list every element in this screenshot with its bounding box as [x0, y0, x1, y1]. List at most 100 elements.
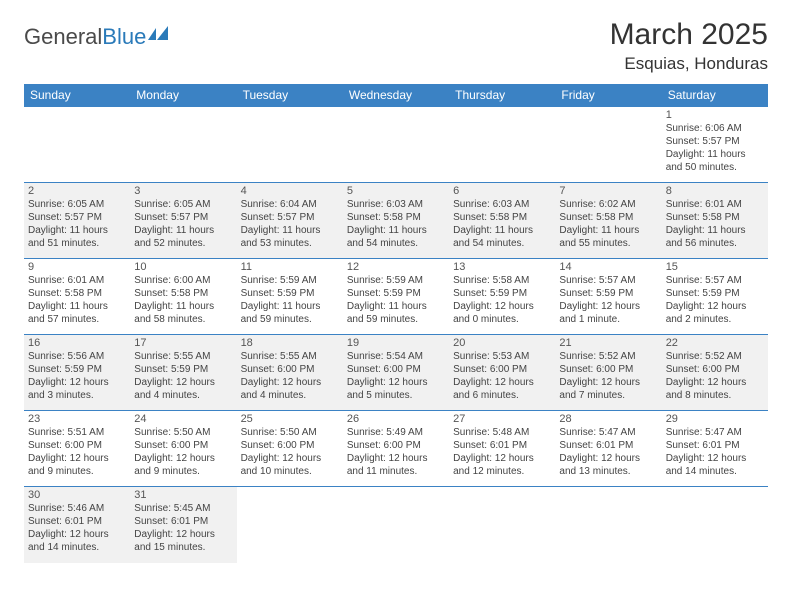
col-friday: Friday	[555, 84, 661, 107]
sunset-text: Sunset: 5:58 PM	[347, 211, 445, 224]
day-number: 3	[134, 185, 232, 197]
day-info: Sunrise: 5:58 AMSunset: 5:59 PMDaylight:…	[453, 274, 551, 326]
day-info: Sunrise: 6:00 AMSunset: 5:58 PMDaylight:…	[134, 274, 232, 326]
day-number: 29	[666, 413, 764, 425]
flag-icon	[148, 24, 174, 50]
sunrise-text: Sunrise: 6:04 AM	[241, 198, 339, 211]
daylight-text: Daylight: 12 hours and 9 minutes.	[28, 452, 126, 478]
col-saturday: Saturday	[662, 84, 768, 107]
day-info: Sunrise: 6:06 AMSunset: 5:57 PMDaylight:…	[666, 122, 764, 174]
day-info: Sunrise: 5:49 AMSunset: 6:00 PMDaylight:…	[347, 426, 445, 478]
day-info: Sunrise: 5:47 AMSunset: 6:01 PMDaylight:…	[666, 426, 764, 478]
day-info: Sunrise: 6:01 AMSunset: 5:58 PMDaylight:…	[28, 274, 126, 326]
calendar-row: 23Sunrise: 5:51 AMSunset: 6:00 PMDayligh…	[24, 411, 768, 487]
daylight-text: Daylight: 12 hours and 8 minutes.	[666, 376, 764, 402]
day-info: Sunrise: 5:52 AMSunset: 6:00 PMDaylight:…	[666, 350, 764, 402]
daylight-text: Daylight: 11 hours and 55 minutes.	[559, 224, 657, 250]
calendar-cell: 15Sunrise: 5:57 AMSunset: 5:59 PMDayligh…	[662, 259, 768, 335]
day-number: 27	[453, 413, 551, 425]
sunrise-text: Sunrise: 5:57 AM	[559, 274, 657, 287]
day-number: 13	[453, 261, 551, 273]
day-number: 7	[559, 185, 657, 197]
day-info: Sunrise: 6:01 AMSunset: 5:58 PMDaylight:…	[666, 198, 764, 250]
day-info: Sunrise: 6:02 AMSunset: 5:58 PMDaylight:…	[559, 198, 657, 250]
calendar-cell	[662, 487, 768, 563]
sunset-text: Sunset: 6:00 PM	[241, 439, 339, 452]
calendar-cell: 25Sunrise: 5:50 AMSunset: 6:00 PMDayligh…	[237, 411, 343, 487]
daylight-text: Daylight: 11 hours and 54 minutes.	[347, 224, 445, 250]
calendar-cell: 30Sunrise: 5:46 AMSunset: 6:01 PMDayligh…	[24, 487, 130, 563]
sunrise-text: Sunrise: 6:03 AM	[453, 198, 551, 211]
sunset-text: Sunset: 6:00 PM	[347, 439, 445, 452]
sunrise-text: Sunrise: 5:55 AM	[134, 350, 232, 363]
daylight-text: Daylight: 11 hours and 53 minutes.	[241, 224, 339, 250]
sunset-text: Sunset: 6:01 PM	[134, 515, 232, 528]
day-info: Sunrise: 5:46 AMSunset: 6:01 PMDaylight:…	[28, 502, 126, 554]
day-number: 22	[666, 337, 764, 349]
calendar-cell: 6Sunrise: 6:03 AMSunset: 5:58 PMDaylight…	[449, 183, 555, 259]
sunset-text: Sunset: 6:01 PM	[453, 439, 551, 452]
sunrise-text: Sunrise: 6:06 AM	[666, 122, 764, 135]
calendar-cell: 21Sunrise: 5:52 AMSunset: 6:00 PMDayligh…	[555, 335, 661, 411]
day-number: 6	[453, 185, 551, 197]
calendar-cell: 16Sunrise: 5:56 AMSunset: 5:59 PMDayligh…	[24, 335, 130, 411]
day-number: 4	[241, 185, 339, 197]
calendar-cell	[343, 487, 449, 563]
day-info: Sunrise: 5:54 AMSunset: 6:00 PMDaylight:…	[347, 350, 445, 402]
day-number: 24	[134, 413, 232, 425]
sunset-text: Sunset: 6:00 PM	[28, 439, 126, 452]
day-number: 12	[347, 261, 445, 273]
sunrise-text: Sunrise: 5:57 AM	[666, 274, 764, 287]
sunrise-text: Sunrise: 5:59 AM	[347, 274, 445, 287]
daylight-text: Daylight: 12 hours and 4 minutes.	[241, 376, 339, 402]
daylight-text: Daylight: 11 hours and 51 minutes.	[28, 224, 126, 250]
sunset-text: Sunset: 5:57 PM	[666, 135, 764, 148]
sunrise-text: Sunrise: 5:50 AM	[134, 426, 232, 439]
sunset-text: Sunset: 6:01 PM	[559, 439, 657, 452]
sunset-text: Sunset: 5:58 PM	[134, 287, 232, 300]
day-info: Sunrise: 5:55 AMSunset: 6:00 PMDaylight:…	[241, 350, 339, 402]
sunrise-text: Sunrise: 6:01 AM	[28, 274, 126, 287]
calendar-cell: 28Sunrise: 5:47 AMSunset: 6:01 PMDayligh…	[555, 411, 661, 487]
title-block: March 2025 Esquias, Honduras	[610, 18, 768, 74]
calendar-cell	[130, 107, 236, 183]
calendar-cell: 18Sunrise: 5:55 AMSunset: 6:00 PMDayligh…	[237, 335, 343, 411]
calendar-cell: 14Sunrise: 5:57 AMSunset: 5:59 PMDayligh…	[555, 259, 661, 335]
sunrise-text: Sunrise: 6:05 AM	[134, 198, 232, 211]
sunrise-text: Sunrise: 5:49 AM	[347, 426, 445, 439]
day-info: Sunrise: 5:52 AMSunset: 6:00 PMDaylight:…	[559, 350, 657, 402]
daylight-text: Daylight: 12 hours and 14 minutes.	[666, 452, 764, 478]
calendar-cell: 1Sunrise: 6:06 AMSunset: 5:57 PMDaylight…	[662, 107, 768, 183]
sunset-text: Sunset: 6:00 PM	[666, 363, 764, 376]
calendar-cell: 26Sunrise: 5:49 AMSunset: 6:00 PMDayligh…	[343, 411, 449, 487]
day-info: Sunrise: 6:03 AMSunset: 5:58 PMDaylight:…	[453, 198, 551, 250]
daylight-text: Daylight: 12 hours and 0 minutes.	[453, 300, 551, 326]
sunset-text: Sunset: 5:58 PM	[559, 211, 657, 224]
calendar-cell	[24, 107, 130, 183]
day-info: Sunrise: 5:51 AMSunset: 6:00 PMDaylight:…	[28, 426, 126, 478]
calendar-cell	[449, 107, 555, 183]
day-number: 30	[28, 489, 126, 501]
daylight-text: Daylight: 12 hours and 2 minutes.	[666, 300, 764, 326]
day-number: 23	[28, 413, 126, 425]
col-wednesday: Wednesday	[343, 84, 449, 107]
day-number: 25	[241, 413, 339, 425]
calendar-cell: 9Sunrise: 6:01 AMSunset: 5:58 PMDaylight…	[24, 259, 130, 335]
calendar-cell: 12Sunrise: 5:59 AMSunset: 5:59 PMDayligh…	[343, 259, 449, 335]
calendar-cell	[343, 107, 449, 183]
day-number: 2	[28, 185, 126, 197]
sunrise-text: Sunrise: 6:03 AM	[347, 198, 445, 211]
calendar-cell: 23Sunrise: 5:51 AMSunset: 6:00 PMDayligh…	[24, 411, 130, 487]
calendar-cell: 22Sunrise: 5:52 AMSunset: 6:00 PMDayligh…	[662, 335, 768, 411]
sunset-text: Sunset: 6:01 PM	[666, 439, 764, 452]
location-text: Esquias, Honduras	[610, 54, 768, 74]
calendar-body: 1Sunrise: 6:06 AMSunset: 5:57 PMDaylight…	[24, 107, 768, 563]
calendar-cell: 19Sunrise: 5:54 AMSunset: 6:00 PMDayligh…	[343, 335, 449, 411]
brand-part1: General	[24, 24, 102, 50]
day-info: Sunrise: 5:55 AMSunset: 5:59 PMDaylight:…	[134, 350, 232, 402]
day-number: 21	[559, 337, 657, 349]
calendar-row: 30Sunrise: 5:46 AMSunset: 6:01 PMDayligh…	[24, 487, 768, 563]
col-monday: Monday	[130, 84, 236, 107]
day-info: Sunrise: 5:47 AMSunset: 6:01 PMDaylight:…	[559, 426, 657, 478]
day-number: 11	[241, 261, 339, 273]
